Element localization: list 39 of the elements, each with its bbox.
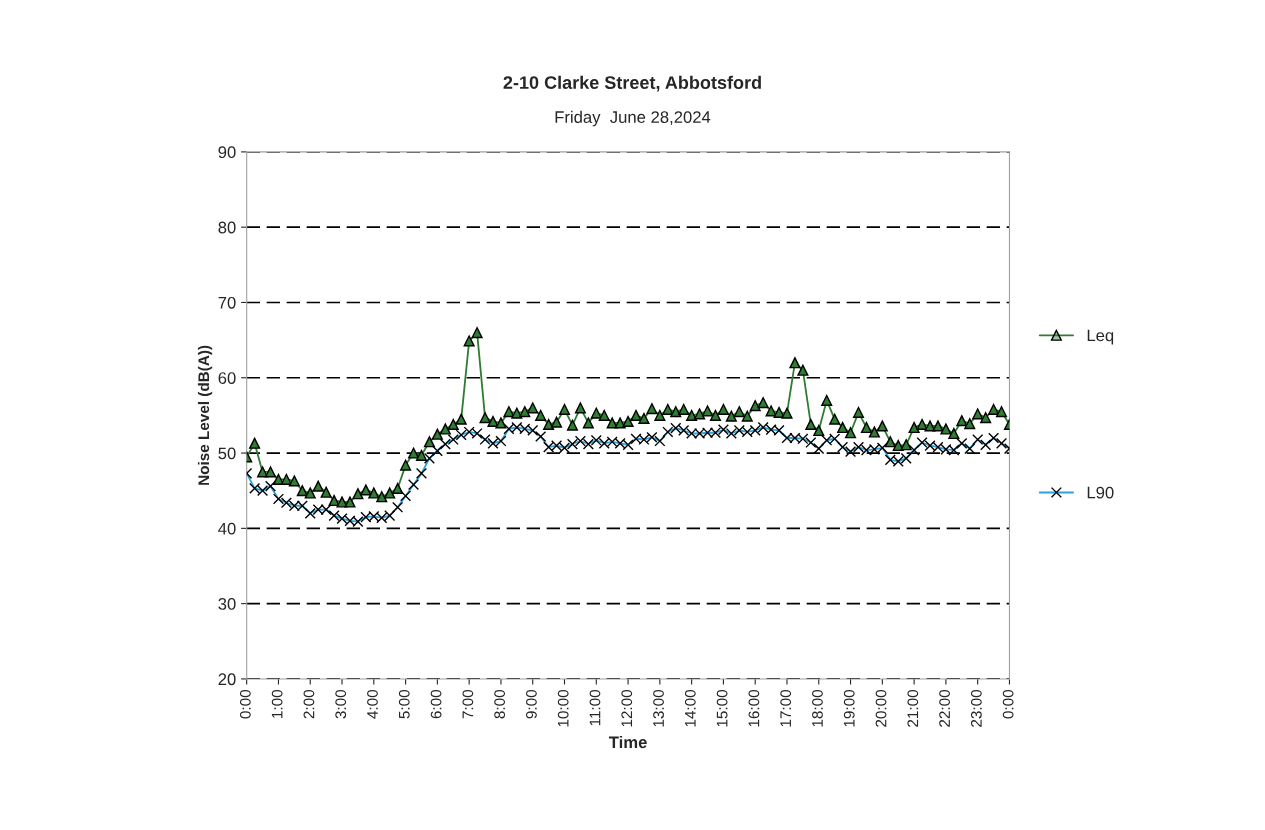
y-tick-label: 80 [218,221,236,234]
x-tick-label: 7:00 [462,689,474,719]
x-axis-title: Time [608,735,647,749]
x-tick-label: 5:00 [398,689,410,719]
x-tick-label: 6:00 [430,689,442,719]
x-tick-label: 13:00 [653,689,664,727]
x-tick-label: 1:00 [271,689,283,718]
x-tick-label: 4:00 [367,689,378,719]
legend-label: L90 [1087,486,1114,499]
x-tick-label: 9:00 [526,689,537,719]
x-tick-label: 21:00 [907,689,919,727]
x-tick-label: 15:00 [716,689,728,727]
x-tick-label: 20:00 [875,689,887,727]
y-tick-label: 70 [218,296,236,309]
x-tick-label: 23:00 [970,689,982,727]
y-tick-label: 30 [218,598,236,610]
chart-subtitle: Friday June 28,2024 [555,110,711,127]
x-tick-label: 0:00 [1002,689,1014,719]
y-axis-title: Noise Level (dB(A)) [197,345,213,485]
y-tick-label: 50 [218,447,236,460]
x-tick-label: 22:00 [939,689,950,727]
x-tick-label: 11:00 [589,689,601,726]
x-tick-label: 0:00 [239,689,251,719]
x-tick-label: 3:00 [335,689,347,719]
x-tick-label: 17:00 [780,689,792,727]
y-tick-label: 90 [218,146,236,159]
x-tick-label: 12:00 [621,689,633,727]
x-tick-label: 14:00 [684,689,696,727]
chart-title: 2-10 Clarke Street, Abbotsford [503,75,761,92]
x-tick-label: 16:00 [748,689,760,727]
x-tick-label: 18:00 [812,689,823,727]
x-tick-label: 10:00 [557,689,569,727]
x-tick-label: 2:00 [303,689,315,719]
y-tick-label: 40 [218,522,236,535]
x-tick-label: 19:00 [843,689,855,727]
legend-label: Leq [1087,329,1114,345]
y-tick-label: 60 [218,372,236,384]
y-tick-label: 20 [218,673,236,686]
x-tick-label: 8:00 [494,689,506,719]
